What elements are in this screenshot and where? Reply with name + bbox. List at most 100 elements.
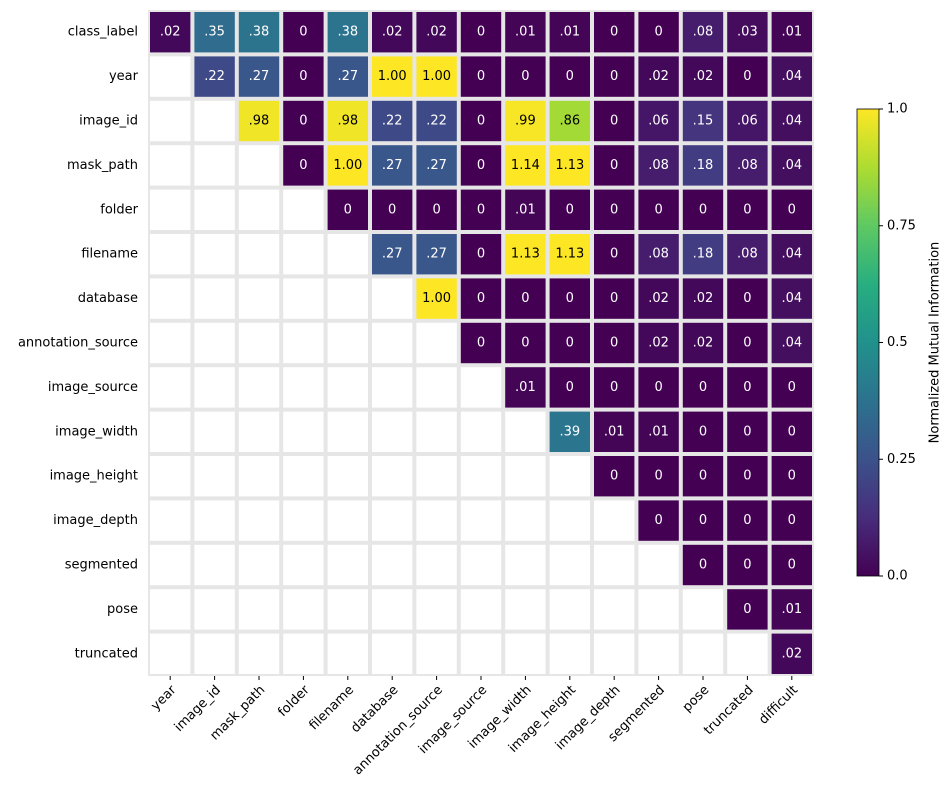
y-tick-label: mask_path	[67, 158, 138, 173]
x-tick-label: folder	[275, 682, 313, 720]
heatmap-cell	[638, 12, 679, 53]
heatmap-cell	[771, 145, 812, 186]
cell-label: 0	[743, 424, 751, 439]
heatmap-cell	[416, 56, 457, 97]
heatmap-cell	[505, 56, 546, 97]
y-tick-label: database	[78, 291, 138, 306]
colorbar-tick-label: 0.75	[887, 218, 916, 233]
heatmap-cell	[549, 234, 590, 275]
heatmap-cell	[682, 367, 724, 408]
cell-label: .02	[160, 25, 181, 40]
heatmap-cell	[549, 100, 590, 142]
heatmap-cell	[638, 189, 679, 230]
cell-label: .22	[204, 69, 225, 84]
cell-label: .27	[249, 69, 270, 84]
heatmap-cell	[372, 189, 413, 230]
cell-label: 0	[743, 558, 751, 573]
cell-label: .04	[781, 291, 802, 306]
cell-label: .02	[426, 25, 447, 40]
cell-label: .27	[382, 158, 403, 173]
cell-label: .99	[515, 114, 536, 129]
cell-label: .01	[781, 25, 802, 40]
cell-label: 0	[654, 469, 662, 484]
heatmap-cell	[771, 633, 812, 674]
cell-label: 0	[566, 336, 574, 351]
heatmap-cell	[327, 56, 368, 97]
cell-label: .22	[426, 114, 447, 129]
cell-label: 0	[699, 424, 707, 439]
cell-label: 0	[743, 513, 751, 528]
y-tick-label: segmented	[65, 558, 138, 573]
heatmap-cell	[638, 411, 679, 452]
heatmap-cell	[771, 189, 812, 230]
heatmap-cell	[771, 456, 812, 497]
heatmap-cell	[727, 234, 768, 275]
heatmap-cell	[771, 322, 812, 364]
heatmap-cell	[682, 56, 724, 97]
heatmap-cell	[771, 411, 812, 452]
cell-label: 0	[610, 202, 618, 217]
y-tick-label: class_label	[68, 25, 138, 40]
cell-label: .08	[737, 247, 758, 262]
heatmap-cell	[727, 189, 768, 230]
cell-label: 1.13	[555, 247, 584, 262]
cell-label: 0	[699, 380, 707, 395]
cell-label: 0	[299, 25, 307, 40]
cell-label: 0	[566, 69, 574, 84]
heatmap-cell	[150, 12, 191, 53]
cell-label: 0	[743, 602, 751, 617]
heatmap-cell	[194, 12, 235, 53]
cell-label: 0	[699, 202, 707, 217]
cell-label: .02	[693, 291, 714, 306]
cell-label: 0	[610, 336, 618, 351]
y-tick-label: image_source	[48, 380, 138, 395]
cell-label: 1.13	[555, 158, 584, 173]
heatmap-cell	[727, 589, 768, 630]
cell-label: .06	[648, 114, 669, 129]
cell-label: .02	[781, 646, 802, 661]
heatmap-cell	[505, 145, 546, 186]
heatmap-cell	[283, 100, 324, 142]
cell-label: .08	[693, 25, 714, 40]
heatmap-cell	[327, 145, 368, 186]
cell-label: .18	[693, 158, 714, 173]
heatmap-cell	[238, 56, 280, 97]
heatmap-cell	[327, 189, 368, 230]
cell-label: 0	[743, 202, 751, 217]
heatmap-cell	[727, 500, 768, 541]
heatmap-cell	[372, 145, 413, 186]
cell-label: 0	[610, 25, 618, 40]
cell-label: 1.00	[422, 291, 451, 306]
cell-label: .01	[515, 380, 536, 395]
x-tick-label: difficult	[756, 683, 801, 728]
cell-label: .15	[693, 114, 714, 129]
heatmap-cell	[594, 100, 635, 142]
heatmap-cell	[727, 367, 768, 408]
y-tick-label: year	[109, 69, 139, 84]
heatmap-cell	[416, 189, 457, 230]
heatmap-cell	[327, 12, 368, 53]
cell-label: 0	[788, 380, 796, 395]
cell-label: 0	[521, 291, 529, 306]
heatmap-cell	[727, 456, 768, 497]
heatmap-cell	[416, 278, 457, 319]
heatmap-cell	[505, 12, 546, 53]
cell-label: .06	[737, 114, 758, 129]
cell-label: .02	[693, 69, 714, 84]
heatmap-cell	[460, 278, 502, 319]
cell-label: 0	[477, 114, 485, 129]
y-tick-label: filename	[81, 247, 138, 262]
heatmap-cell	[549, 12, 590, 53]
heatmap-cell	[549, 367, 590, 408]
heatmap-cell	[549, 56, 590, 97]
cell-label: .04	[781, 69, 802, 84]
heatmap-cell	[638, 234, 679, 275]
heatmap-cell	[416, 145, 457, 186]
heatmap-cell	[771, 56, 812, 97]
cell-label: .08	[737, 158, 758, 173]
cell-label: .38	[249, 25, 270, 40]
heatmap-cell	[460, 234, 502, 275]
heatmap-cell	[238, 100, 280, 142]
heatmap-cell	[727, 544, 768, 586]
heatmap-cell	[638, 100, 679, 142]
